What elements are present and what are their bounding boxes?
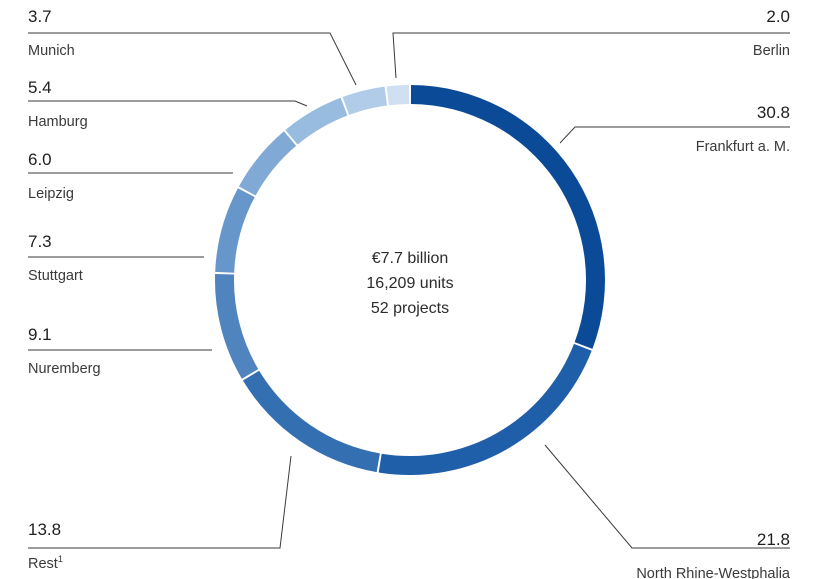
center-text-projects: 52 projects <box>371 300 449 317</box>
category-label-leipzig: Leipzig <box>28 186 74 202</box>
slice-rest <box>242 370 380 473</box>
slice-north-rhine-westphalia <box>378 343 592 475</box>
footnote-marker: 1 <box>58 554 63 564</box>
category-label-nuremberg: Nuremberg <box>28 361 101 377</box>
category-label-berlin: Berlin <box>753 43 790 59</box>
value-label-munich: 3.7 <box>28 7 52 26</box>
value-label-nuremberg: 9.1 <box>28 325 52 344</box>
value-label-rest: 13.8 <box>28 520 61 539</box>
value-label-stuttgart: 7.3 <box>28 232 52 251</box>
center-text-amount: €7.7 billion <box>372 250 449 267</box>
slice-frankfurt-a-m <box>410 85 605 349</box>
slice-nuremberg <box>215 273 259 379</box>
slice-stuttgart <box>215 188 255 273</box>
category-label-hamburg: Hamburg <box>28 114 88 130</box>
leader-line-frankfurt-a-m <box>559 126 790 144</box>
category-label-rest: Rest1 <box>28 554 63 572</box>
slice-munich <box>342 86 388 115</box>
value-label-berlin: 2.0 <box>766 7 790 26</box>
value-label-hamburg: 5.4 <box>28 78 52 97</box>
category-label-munich: Munich <box>28 43 75 59</box>
value-label-leipzig: 6.0 <box>28 150 52 169</box>
leader-line-rest <box>28 455 292 549</box>
leader-line-hamburg <box>28 100 308 107</box>
slice-berlin <box>386 85 410 106</box>
value-label-frankfurt-a-m: 30.8 <box>757 103 790 122</box>
category-label-frankfurt-a-m: Frankfurt a. M. <box>696 139 790 155</box>
center-text-units: 16,209 units <box>366 275 453 292</box>
slice-hamburg <box>285 97 348 145</box>
slice-leipzig <box>238 131 297 196</box>
category-label-stuttgart: Stuttgart <box>28 268 83 284</box>
value-label-north-rhine-westphalia: 21.8 <box>757 530 790 549</box>
leader-line-berlin <box>392 32 790 79</box>
leader-line-north-rhine-westphalia <box>544 444 790 549</box>
leader-line-munich <box>28 32 357 86</box>
category-label-north-rhine-westphalia: North Rhine-Westphalia <box>636 566 791 579</box>
